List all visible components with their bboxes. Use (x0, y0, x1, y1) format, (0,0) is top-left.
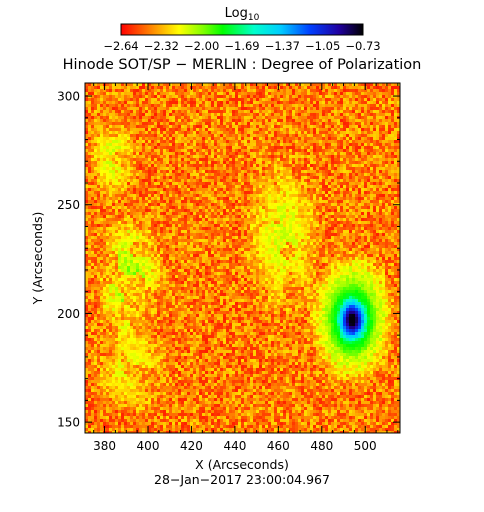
x-tick-label: 440 (223, 439, 246, 453)
x-tick-label: 380 (93, 439, 116, 453)
x-tick-label: 460 (267, 439, 290, 453)
x-tick-label: 480 (310, 439, 333, 453)
y-tick-label: 250 (57, 198, 80, 212)
y-tick-label: 150 (57, 416, 80, 430)
x-tick-label: 420 (180, 439, 203, 453)
timestamp: 28−Jan−2017 23:00:04.967 (154, 472, 330, 487)
plot-frame (84, 82, 401, 434)
colorbar-tick-label: −0.73 (345, 39, 380, 53)
y-axis-ticks: 150 200 250 300 (57, 90, 400, 430)
y-tick-label: 300 (57, 90, 80, 104)
colorbar-tick-label: −1.37 (265, 39, 300, 53)
colorbar (120, 23, 364, 36)
colorbar-ticks: −2.64 −2.32 −2.00 −1.69 −1.37 −1.05 −0.73 (103, 39, 380, 53)
colorbar-tick-label: −1.69 (224, 39, 259, 53)
y-axis-label: Y (Arcseconds) (30, 212, 45, 306)
chart-title: Hinode SOT/SP − MERLIN : Degree of Polar… (63, 57, 422, 73)
colorbar-tick-label: −2.00 (184, 39, 219, 53)
heatmap-image (85, 83, 400, 433)
colorbar-tick-label: −2.32 (144, 39, 179, 53)
x-axis-ticks: 380 400 420 440 460 480 500 (93, 83, 399, 453)
x-tick-label: 500 (354, 439, 377, 453)
colorbar-tick-label: −1.05 (305, 39, 340, 53)
x-axis-label: X (Arcseconds) (195, 457, 289, 472)
x-tick-label: 400 (137, 439, 160, 453)
y-tick-label: 200 (57, 307, 80, 321)
colorbar-label: Log10 (225, 6, 260, 23)
colorbar-tick-label: −2.64 (103, 39, 138, 53)
